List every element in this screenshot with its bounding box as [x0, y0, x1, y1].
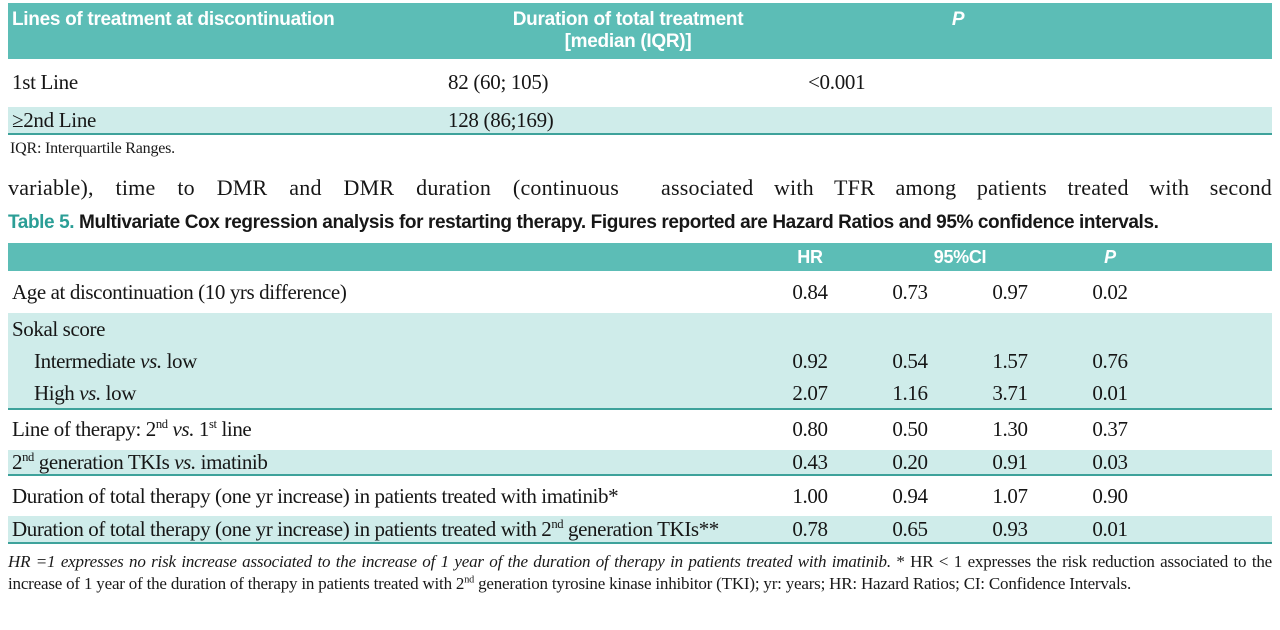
- table-row: ≥2nd Line 128 (86;169): [8, 105, 1272, 135]
- col-header-duration-line1: Duration of total treatment: [512, 9, 744, 30]
- row-label: Sokal score: [12, 316, 105, 341]
- ci-high-value: 0.93: [992, 516, 1028, 541]
- table-row: Intermediate vs. low 0.92 0.54 1.57 0.76: [8, 345, 1272, 378]
- ci-low-value: 0.73: [892, 279, 928, 304]
- ci-low-value: 0.65: [892, 516, 928, 541]
- row-label: Age at discontinuation (10 yrs differenc…: [12, 279, 347, 304]
- ci-high-value: 0.97: [992, 279, 1028, 304]
- row-label: Line of therapy: 2nd vs. 1st line: [12, 416, 252, 441]
- cox-regression-table: HR 95%CI P Age at discontinuation (10 yr…: [8, 243, 1272, 544]
- row-label: Intermediate vs. low: [34, 349, 197, 373]
- ci-high-value: 1.07: [992, 483, 1028, 508]
- hr-value: 0.78: [792, 516, 828, 541]
- table-row: High vs. low 2.07 1.16 3.71 0.01: [8, 378, 1272, 410]
- col-header-duration: Duration of total treatment [median (IQR…: [448, 3, 808, 53]
- p-value: 0.90: [1092, 483, 1128, 508]
- row-label: ≥2nd Line: [12, 107, 97, 132]
- row-label: 1st Line: [12, 69, 78, 94]
- col-header-ci: 95%CI: [933, 246, 987, 267]
- row-label: Duration of total therapy (one yr increa…: [12, 516, 719, 541]
- ci-low-value: 0.50: [892, 416, 928, 441]
- p-value: 0.03: [1092, 450, 1128, 474]
- article-body-text: variable), time to DMR and DMR duration …: [8, 175, 1272, 201]
- row-label: High vs. low: [34, 380, 136, 405]
- ci-low-value: 1.16: [892, 380, 928, 405]
- table-row: 2nd generation TKIs vs. imatinib 0.43 0.…: [8, 448, 1272, 476]
- p-value: 0.01: [1092, 516, 1128, 541]
- p-value: 0.01: [1092, 380, 1128, 405]
- ci-high-value: 1.30: [992, 416, 1028, 441]
- p-value: 0.37: [1092, 416, 1128, 441]
- ci-high-value: 3.71: [992, 380, 1028, 405]
- treatment-duration-table: Lines of treatment at discontinuation Du…: [8, 3, 1272, 158]
- duration-value: 128 (86;169): [448, 107, 554, 132]
- col-header-hr: HR: [797, 246, 823, 267]
- col-header-p-value: P: [1104, 246, 1116, 267]
- body-text-left-column: variable), time to DMR and DMR duration …: [8, 175, 619, 200]
- hr-value: 1.00: [792, 483, 828, 508]
- table5-footnote: HR =1 expresses no risk increase associa…: [8, 552, 1273, 593]
- table-row: 1st Line 82 (60; 105) <0.001: [8, 59, 1272, 105]
- ci-low-value: 0.94: [892, 483, 928, 508]
- ci-low-value: 0.20: [892, 450, 928, 474]
- table5-caption: Table 5. Multivariate Cox regression ana…: [8, 212, 1272, 234]
- cox-table-header: HR 95%CI P: [8, 243, 1272, 271]
- col-header-p-value: P: [951, 9, 965, 30]
- hr-value: 2.07: [792, 380, 828, 405]
- table-row: Duration of total therapy (one yr increa…: [8, 516, 1272, 544]
- p-value: 0.02: [1092, 279, 1128, 304]
- ci-high-value: 1.57: [992, 349, 1028, 373]
- row-label: 2nd generation TKIs vs. imatinib: [12, 450, 268, 474]
- p-value: <0.001: [808, 69, 866, 94]
- table5-caption-text: Multivariate Cox regression analysis for…: [79, 212, 1159, 233]
- table-row: Duration of total therapy (one yr increa…: [8, 476, 1272, 516]
- ci-high-value: 0.91: [992, 450, 1028, 474]
- p-value: 0.76: [1092, 349, 1128, 373]
- table5-caption-label: Table 5.: [8, 212, 75, 233]
- hr-value: 0.43: [792, 450, 828, 474]
- hr-value: 0.80: [792, 416, 828, 441]
- col-header-lines-of-treatment: Lines of treatment at discontinuation: [12, 9, 335, 30]
- treatment-duration-table-header: Lines of treatment at discontinuation Du…: [8, 3, 1272, 59]
- row-label: Duration of total therapy (one yr increa…: [12, 483, 619, 508]
- ci-low-value: 0.54: [892, 349, 928, 373]
- table-row: Age at discontinuation (10 yrs differenc…: [8, 271, 1272, 313]
- body-text-right-column: associated with TFR among patients treat…: [661, 175, 1272, 200]
- hr-value: 0.84: [792, 279, 828, 304]
- duration-value: 82 (60; 105): [448, 69, 549, 94]
- hr-value: 0.92: [792, 349, 828, 373]
- table-footnote-iqr: IQR: Interquartile Ranges.: [10, 140, 175, 157]
- header-spacer: [1108, 3, 1272, 9]
- table-row: Line of therapy: 2nd vs. 1st line 0.80 0…: [8, 410, 1272, 448]
- col-header-duration-line2: [median (IQR)]: [564, 31, 692, 52]
- table-row: Sokal score: [8, 313, 1272, 345]
